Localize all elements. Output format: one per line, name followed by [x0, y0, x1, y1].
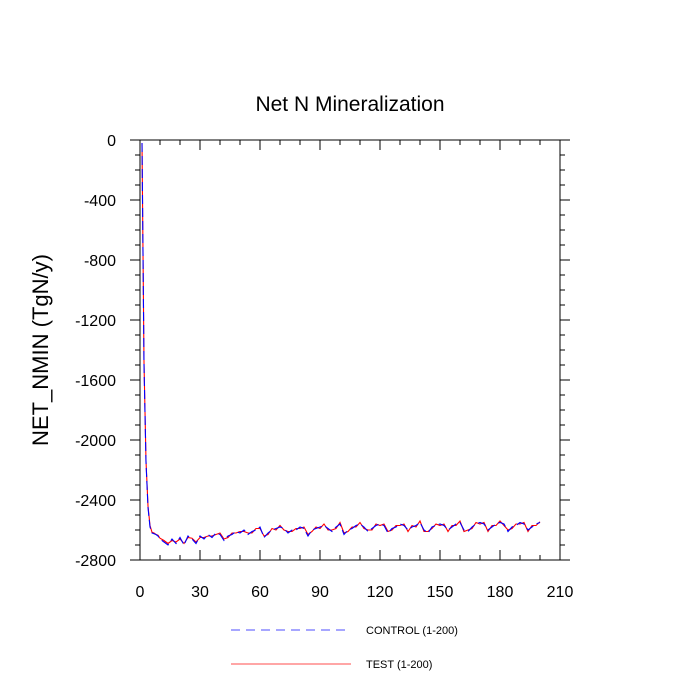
legend: CONTROL (1-200) TEST (1-200)	[231, 625, 458, 671]
x-tick-label: 210	[547, 584, 574, 601]
y-axis-tick-labels: 0 -400 -800 -1200 -1600 -2000 -2400 -2800	[75, 133, 116, 570]
plot-lines	[141, 142, 541, 547]
y-tick-label: -2400	[75, 493, 116, 510]
x-tick-label: 30	[191, 584, 209, 601]
x-tick-label: 180	[487, 584, 514, 601]
legend-label-control: CONTROL (1-200)	[366, 625, 458, 637]
y-tick-label: 0	[107, 133, 116, 150]
y-tick-label: -1200	[75, 313, 116, 330]
y-tick-label: -2000	[75, 433, 116, 450]
x-tick-label: 60	[251, 584, 269, 601]
series-line-control	[141, 142, 541, 547]
y-axis-ticks	[130, 139, 570, 561]
x-axis-tick-labels: 0 30 60 90 120 150 180 210	[136, 584, 574, 601]
x-axis-ticks	[139, 140, 561, 560]
series-line-test	[141, 142, 541, 545]
x-tick-label: 90	[311, 584, 329, 601]
y-tick-label: -2800	[75, 553, 116, 570]
x-tick-label: 0	[136, 584, 145, 601]
legend-label-test: TEST (1-200)	[366, 659, 432, 671]
x-tick-label: 120	[367, 584, 394, 601]
y-tick-label: -800	[84, 253, 116, 270]
chart-title: Net N Mineralization	[255, 93, 444, 116]
x-tick-label: 150	[427, 584, 454, 601]
y-tick-label: -400	[84, 193, 116, 210]
plot-frame	[139, 139, 561, 561]
y-tick-label: -1600	[75, 373, 116, 390]
y-axis-label: NET_NMIN (TgN/y)	[28, 254, 53, 446]
